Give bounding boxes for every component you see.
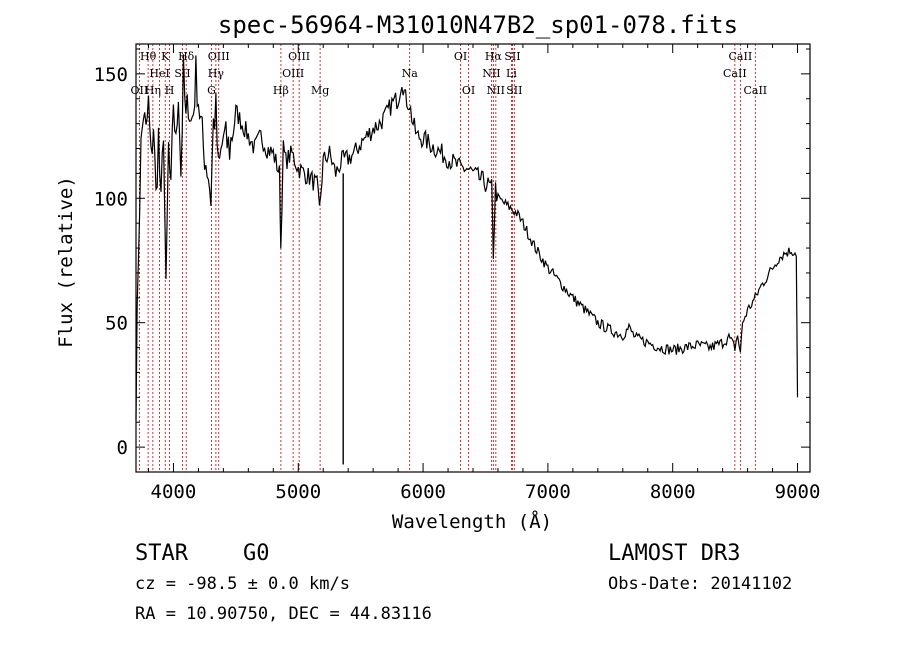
line-marker-label: Na — [402, 67, 419, 80]
y-tick-label: 100 — [94, 188, 128, 210]
line-marker-label: NII — [487, 84, 505, 97]
object-class: STAR — [135, 541, 189, 566]
line-marker-label: OIII — [208, 50, 230, 63]
x-tick-label: 6000 — [400, 481, 446, 503]
line-marker-label: G — [207, 84, 216, 97]
line-marker-label: SII — [504, 50, 520, 63]
line-marker-label: SII — [174, 67, 190, 80]
redshift-cz: cz = -98.5 ± 0.0 km/s — [135, 574, 350, 594]
x-axis-ticks: 4000 5000 6000 7000 8000 9000 — [147, 44, 821, 503]
x-tick-label: 5000 — [275, 481, 321, 503]
line-marker-label: OII — [131, 84, 149, 97]
line-marker-label: Li — [506, 67, 517, 80]
object-subclass: G0 — [243, 541, 270, 566]
sky-coordinates: RA = 10.90750, DEC = 44.83116 — [135, 604, 432, 624]
line-marker-label: OI — [462, 84, 475, 97]
spectrum-line — [135, 54, 799, 420]
line-marker-label: H — [165, 84, 175, 97]
y-axis-ticks: 0 50 100 150 — [94, 48, 810, 473]
x-tick-label: 4000 — [151, 481, 197, 503]
chart-title: spec-56964-M31010N47B2_sp01-078.fits — [218, 11, 738, 39]
observation-date: Obs-Date: 20141102 — [608, 574, 792, 594]
emission-line-markers — [138, 44, 756, 472]
x-tick-label: 7000 — [525, 481, 571, 503]
line-marker-label: Hη — [145, 84, 161, 97]
x-tick-label: 8000 — [650, 481, 696, 503]
survey-name: LAMOST DR3 — [608, 541, 740, 566]
line-marker-label: Hθ — [140, 50, 157, 63]
line-marker-label: K — [161, 50, 170, 63]
y-axis-label: Flux (relative) — [55, 176, 77, 348]
y-tick-label: 50 — [105, 313, 128, 335]
line-marker-label: Hδ — [178, 50, 195, 63]
x-tick-label: 9000 — [775, 481, 821, 503]
y-tick-label: 150 — [94, 64, 128, 86]
line-marker-label: SII — [506, 84, 522, 97]
line-marker-label: OIII — [282, 67, 304, 80]
line-marker-label: CaII — [723, 67, 747, 80]
line-marker-label: OI — [454, 50, 467, 63]
line-marker-label: Hα — [485, 50, 503, 63]
x-axis-label: Wavelength (Å) — [392, 510, 552, 533]
line-marker-label: CaII — [729, 50, 753, 63]
y-tick-label: 0 — [117, 437, 128, 459]
line-marker-label: HeI — [149, 67, 169, 80]
line-marker-label: NII — [482, 67, 500, 80]
line-marker-label: Mg — [311, 84, 329, 97]
line-marker-label: CaII — [743, 84, 767, 97]
line-marker-label: Hγ — [208, 67, 225, 80]
line-marker-label: OIII — [288, 50, 310, 63]
line-marker-label: Hβ — [273, 84, 289, 97]
